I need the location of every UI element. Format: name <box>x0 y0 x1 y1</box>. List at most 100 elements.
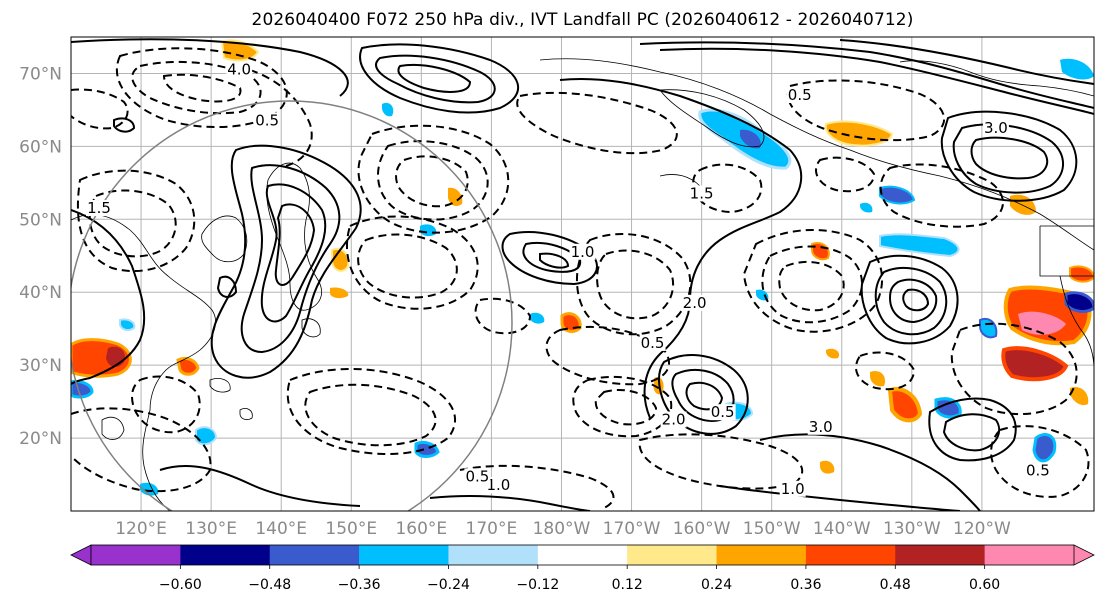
lat-label: 50°N <box>19 210 62 230</box>
contour-line <box>357 124 510 234</box>
contour-line <box>71 209 146 385</box>
shaded-patch <box>879 185 916 205</box>
contour-label: 0.5 <box>788 86 812 104</box>
contour-label: 0.5 <box>1026 462 1050 480</box>
contour-label-bg <box>1024 462 1051 479</box>
contour-line <box>888 278 938 324</box>
contour-line <box>131 375 201 434</box>
map-background <box>71 37 1094 511</box>
lon-label: 130°E <box>185 519 237 539</box>
contour-line <box>860 254 959 345</box>
contour-label: 0.5 <box>711 403 735 421</box>
contour-line <box>970 136 1049 180</box>
colorbar-tick-label: 0.48 <box>880 577 911 593</box>
lat-label: 40°N <box>19 283 62 303</box>
contour-line <box>990 425 1090 498</box>
contour-label-bg <box>485 477 512 494</box>
lat-label: 30°N <box>19 356 62 376</box>
contour-line <box>501 231 598 286</box>
contour-line <box>940 110 1078 202</box>
lat-label: 60°N <box>19 137 62 157</box>
contour-line <box>260 183 327 323</box>
shaded-patch <box>106 346 125 367</box>
shaded-patch <box>740 129 761 149</box>
contour-label: 2.0 <box>662 410 686 428</box>
shaded-patch <box>887 387 923 423</box>
contour-line <box>596 249 675 320</box>
contour-label-bg <box>660 411 687 428</box>
lon-label: 160°E <box>395 519 447 539</box>
dashed-contours <box>71 47 1090 509</box>
contour-labels: 1.00.51.00.52.00.52.01.00.54.00.51.53.03… <box>86 60 1051 498</box>
colorbar-segment <box>269 545 360 565</box>
contour-label: 4.0 <box>227 60 251 78</box>
shaded-patch <box>879 233 960 258</box>
shaded-patches <box>71 39 1094 496</box>
coastline <box>1039 225 1094 371</box>
lon-label: 170°E <box>466 519 518 539</box>
shaded-patch <box>824 120 894 147</box>
contour-line <box>559 77 803 419</box>
colorbar-tick-label: 0.24 <box>701 577 732 593</box>
contour-label-bg <box>779 480 806 497</box>
contour-line <box>395 155 469 208</box>
contour-line <box>376 140 489 221</box>
contour-label-bg <box>982 119 1009 136</box>
contour-line <box>71 407 212 493</box>
coastlines <box>71 58 1094 511</box>
contour-line <box>216 275 238 298</box>
contour-label: 0.5 <box>465 467 489 485</box>
colorbar-tick-label: 0.12 <box>612 577 643 593</box>
lon-label: 150°W <box>743 519 801 539</box>
lon-label: 120°E <box>115 519 167 539</box>
contour-label: 0.5 <box>255 112 279 130</box>
overlay-circle <box>71 100 513 511</box>
colorbar-extend-max <box>1073 544 1095 566</box>
contour-line <box>572 375 673 438</box>
contour-label-bg <box>569 243 596 260</box>
contour-label: 0.5 <box>641 334 665 352</box>
contour-line <box>839 39 1094 85</box>
lat-label: 70°N <box>19 64 62 84</box>
colorbar-tick-label: 0.36 <box>790 577 821 593</box>
contour-line <box>459 464 615 509</box>
contour-line <box>71 88 129 130</box>
contour-label-bg <box>688 185 715 202</box>
lon-label: 180°W <box>533 519 591 539</box>
contour-label: 2.0 <box>683 294 707 312</box>
shaded-patch <box>530 312 545 324</box>
lon-label: 160°W <box>673 519 731 539</box>
colorbar-segment <box>895 545 986 565</box>
shaded-patch <box>860 202 873 213</box>
contour-line <box>761 245 863 324</box>
contour-label: 1.0 <box>486 476 510 494</box>
contour-label-bg <box>254 112 281 129</box>
contour-line <box>286 368 457 455</box>
contour-line <box>950 322 1078 416</box>
contour-line <box>855 351 916 391</box>
contour-label-bg <box>807 418 834 435</box>
contour-line <box>357 233 458 299</box>
contour-line <box>874 266 948 336</box>
contour-label: 1.0 <box>571 243 595 261</box>
map-frame <box>70 36 1095 512</box>
coastline <box>539 58 1094 251</box>
shaded-patch <box>71 380 94 399</box>
contour-line <box>692 163 763 214</box>
contour-line <box>928 397 1017 462</box>
lon-label: 120°W <box>953 519 1011 539</box>
colorbar-segment <box>537 545 628 565</box>
coastline <box>659 89 765 148</box>
contour-line <box>359 43 520 114</box>
colorbar-segment <box>627 545 718 565</box>
colorbar-segment <box>180 545 271 565</box>
contour-line <box>274 203 316 286</box>
contour-line <box>902 288 930 312</box>
contour-line <box>429 495 591 511</box>
colorbar-tick-label: −0.60 <box>159 577 202 593</box>
shaded-patch <box>195 426 218 446</box>
lon-label: 140°W <box>813 519 871 539</box>
contour-line <box>474 297 532 335</box>
colorbar-tick-label: −0.24 <box>427 577 470 593</box>
contour-line <box>210 144 362 379</box>
